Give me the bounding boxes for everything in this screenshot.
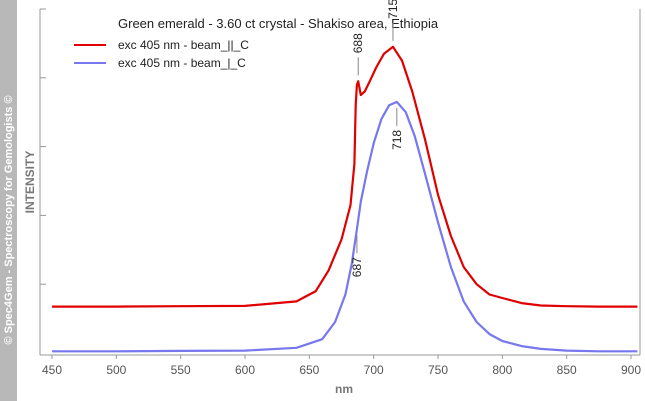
y-axis-ticks — [40, 8, 46, 285]
series-line-1 — [52, 100, 638, 353]
x-tick-label: 650 — [299, 363, 319, 377]
x-tick-label: 700 — [364, 363, 384, 377]
copyright-sidebar: © Spec4Gem - Spectroscopy for Gemologist… — [0, 0, 17, 401]
legend-label-parallel: exc 405 nm - beam_||_C — [118, 38, 249, 52]
annotation-layer: 715 688 718 687 — [350, 0, 404, 277]
x-tick-label: 750 — [428, 363, 448, 377]
x-tick-label: 800 — [492, 363, 512, 377]
y-axis-label: INTENSITY — [23, 151, 37, 214]
x-tick-label: 600 — [235, 363, 255, 377]
x-axis-label: nm — [335, 382, 353, 396]
chart-title: Green emerald - 3.60 ct crystal - Shakis… — [118, 16, 439, 31]
x-tick-label: 550 — [171, 363, 191, 377]
x-axis-ticks: 450 500 550 600 650 700 750 800 850 900 — [42, 355, 641, 377]
peak-label: 687 — [350, 257, 364, 277]
legend-label-perpendicular: exc 405 nm - beam_|_C — [118, 56, 246, 70]
x-tick-label: 850 — [557, 363, 577, 377]
legend: exc 405 nm - beam_||_C exc 405 nm - beam… — [74, 38, 249, 70]
peak-label: 715 — [386, 0, 400, 19]
x-tick-label: 450 — [42, 363, 62, 377]
peak-label: 718 — [390, 130, 404, 150]
plot-frame — [39, 9, 641, 356]
peak-label: 688 — [351, 33, 365, 53]
x-tick-label: 500 — [106, 363, 126, 377]
x-tick-label: 900 — [621, 363, 641, 377]
series-line-0 — [52, 45, 638, 308]
series-layer — [52, 45, 638, 353]
